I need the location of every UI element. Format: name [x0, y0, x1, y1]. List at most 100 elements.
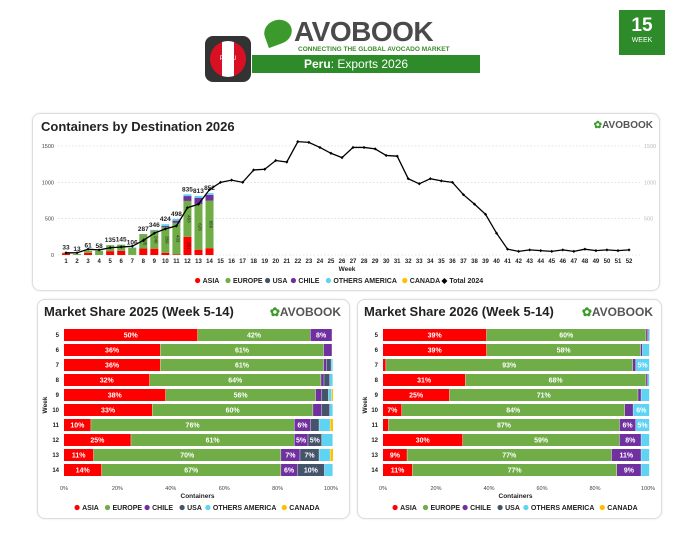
bar-segment-label: 25%: [90, 438, 105, 445]
y-axis-title: Week: [42, 396, 49, 413]
total-2024-point: [550, 249, 554, 253]
bar-segment-asia: [64, 449, 94, 461]
bar-segment-asia: [64, 344, 161, 356]
bar-segment-others-america: [328, 389, 332, 401]
bar-total-label: 145: [116, 236, 127, 243]
bar-segment-label: 10%: [70, 423, 85, 430]
total-2024-point: [329, 151, 333, 155]
bar-segment-label: 11%: [391, 468, 405, 475]
bar-segment-chile: [294, 419, 311, 431]
legend-marker-chile: [462, 504, 468, 511]
bar-segment-label: 70%: [180, 453, 195, 460]
bar-segment-asia: [64, 404, 153, 416]
bar-total-label: 498: [171, 211, 182, 218]
x-tick-label: 60%: [536, 486, 547, 492]
total-2024-point: [417, 182, 421, 186]
total-2024-point: [494, 231, 499, 235]
total-2024-point: [605, 248, 609, 252]
x-tick-label: 23: [306, 259, 313, 265]
logo-tagline: CONNECTING THE GLOBAL AVOCADO MARKET: [298, 46, 450, 53]
y-tick-label: 8: [56, 378, 60, 384]
bar-segment-label: 11%: [72, 453, 86, 460]
bar-segment-canada: [330, 449, 333, 461]
total-2024-point: [616, 249, 620, 253]
bar-segment-europe: [101, 464, 281, 476]
bar-segment-europe: [91, 419, 295, 431]
x-tick-label: 0%: [60, 486, 68, 492]
total-2024-point: [627, 248, 631, 252]
bar-segment-label: 7%: [387, 408, 398, 415]
bar-segment-label: 84%: [506, 408, 521, 415]
bar-segment-asia: [383, 329, 487, 341]
bar-total-label: 61: [84, 243, 92, 250]
y-tick-label: 11: [372, 423, 379, 429]
bar-segment-europe: [160, 344, 324, 356]
total-2024-point: [207, 188, 212, 192]
legend-marker-usa: [497, 504, 503, 511]
bar-segment-label: 38%: [108, 393, 123, 400]
total-2024-point: [384, 153, 388, 158]
y-tick-label: 10: [52, 408, 59, 414]
bar-segment-chile: [619, 419, 636, 431]
bar-segment-europe: [465, 374, 646, 386]
legend-label: ASIA: [82, 505, 99, 512]
bar-segment-asia: [383, 389, 450, 401]
x-tick-label: 33: [416, 259, 423, 265]
total-2024-point: [86, 247, 90, 251]
x-tick-label: 12: [184, 259, 191, 265]
bar-segment-label: 656: [209, 221, 214, 229]
legend-label: CANADA: [289, 505, 319, 512]
x-tick-label: 100%: [324, 486, 338, 492]
x-tick-label: 35: [438, 259, 445, 265]
bar-segment-others-america: [329, 404, 333, 416]
bar-segment-asia: [64, 359, 161, 371]
x-tick-label: 60%: [219, 486, 230, 492]
x-tick-label: 14: [206, 259, 213, 265]
x-tick-label: 31: [394, 259, 401, 265]
x-tick-label: 20%: [430, 486, 441, 492]
y-tick-label: 14: [52, 468, 59, 474]
bar-segment-asia: [172, 254, 181, 255]
bar-segment-label: 5%: [638, 363, 649, 370]
x-tick-label: 8: [142, 259, 146, 265]
x-tick-label: 100%: [641, 486, 655, 492]
total-2024-point: [373, 147, 377, 151]
bar-segment-others-america: [324, 464, 333, 476]
bar-segment-europe: [486, 329, 646, 341]
legend-label: EUROPE: [431, 505, 461, 512]
total-2024-point: [119, 245, 123, 249]
x-tick-label: 13: [195, 259, 202, 265]
x-tick-label: 22: [294, 259, 301, 265]
bar-segment-label: 61%: [235, 348, 250, 355]
x-tick-label: 11: [173, 259, 180, 265]
bar-segment-europe: [73, 254, 82, 255]
containers-chart-card: Containers by Destination 2026 ✿AVOBOOK: [32, 113, 660, 291]
total-2024-point: [572, 249, 576, 253]
bar-segment-usa: [321, 404, 330, 416]
bar-total-label: 58: [96, 243, 104, 250]
total-2024-point: [252, 168, 256, 172]
bar-segment-asia: [106, 251, 115, 255]
x-tick-label: 26: [339, 259, 346, 265]
legend-label: USA: [273, 278, 288, 285]
legend-label: USA: [187, 505, 202, 512]
bar-segment-europe: [194, 204, 203, 250]
chart-title: Market Share 2026 (Week 5-14): [364, 304, 554, 319]
x-tick-label: 45: [548, 259, 555, 265]
bar-segment-chile: [624, 404, 633, 416]
bar-segment-europe: [462, 434, 620, 446]
bar-total-label: 835: [182, 186, 193, 193]
x-tick-label: 15: [217, 259, 224, 265]
bar-segment-label: 8%: [625, 438, 636, 445]
bar-segment-label: 6%: [636, 408, 647, 415]
bar-total-label: 33: [62, 245, 70, 252]
bar-total-label: 13: [73, 246, 81, 253]
bar-segment-chile: [638, 389, 641, 401]
bar-segment-label: 31%: [417, 378, 432, 385]
bar-segment-others-america: [635, 419, 650, 431]
total-2024-point: [395, 154, 399, 158]
legend-label: CANADA: [607, 505, 637, 512]
bar-segment-usa: [647, 329, 649, 341]
bar-segment-chile: [611, 449, 641, 461]
bar-segment-chile: [161, 226, 170, 227]
